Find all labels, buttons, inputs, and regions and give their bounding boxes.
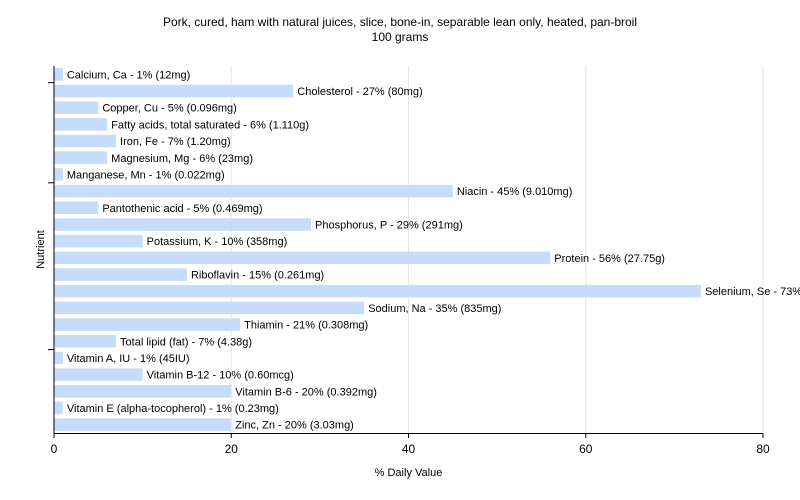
bar xyxy=(54,418,232,431)
bar-label: Protein - 56% (27.75g) xyxy=(554,253,665,265)
bar xyxy=(54,268,187,281)
bar xyxy=(54,84,294,98)
bar xyxy=(54,201,99,215)
bar-label: Potassium, K - 10% (358mg) xyxy=(147,236,288,248)
bar-label: Vitamin B-6 - 20% (0.392mg) xyxy=(235,386,377,398)
x-tick-label: 80 xyxy=(756,442,770,456)
bar xyxy=(54,168,63,181)
x-tick-label: 60 xyxy=(579,442,593,456)
bar-label: Selenium, Se - 73% (51.0mcg) xyxy=(705,286,800,298)
bar xyxy=(54,335,117,348)
bar-label: Zinc, Zn - 20% (3.03mg) xyxy=(235,420,354,432)
bar xyxy=(54,68,63,81)
bar-label: Niacin - 45% (9.010mg) xyxy=(457,186,573,198)
bar-label: Sodium, Na - 35% (835mg) xyxy=(368,303,501,315)
x-axis-title: % Daily Value xyxy=(375,467,443,479)
bar-label: Total lipid (fat) - 7% (4.38g) xyxy=(120,336,252,348)
x-tick-label: 40 xyxy=(402,442,416,456)
bar xyxy=(54,251,551,265)
bar xyxy=(54,151,108,164)
x-tick-label: 0 xyxy=(51,442,58,456)
bar xyxy=(54,134,117,148)
bar xyxy=(54,368,143,381)
bar-label: Vitamin E (alpha-tocopherol) - 1% (0.23m… xyxy=(67,403,279,415)
x-tick-label: 20 xyxy=(225,442,239,456)
bar-label: Calcium, Ca - 1% (12mg) xyxy=(67,69,190,81)
bar-label: Magnesium, Mg - 6% (23mg) xyxy=(111,153,253,165)
bar xyxy=(54,234,143,248)
bar xyxy=(54,301,365,315)
bar-label: Vitamin B-12 - 10% (0.60mcg) xyxy=(147,370,294,382)
chart-title-block: Pork, cured, ham with natural juices, sl… xyxy=(0,15,800,45)
bar xyxy=(54,385,232,398)
bar xyxy=(54,118,108,131)
bar xyxy=(54,318,241,331)
bar xyxy=(54,218,312,231)
chart-title: Pork, cured, ham with natural juices, sl… xyxy=(162,15,638,29)
y-axis-title: Nutrient xyxy=(35,230,47,269)
chart-subtitle: 100 grams xyxy=(371,30,429,44)
bar-label: Manganese, Mn - 1% (0.022mg) xyxy=(67,169,225,181)
bar-label: Iron, Fe - 7% (1.20mg) xyxy=(120,136,231,148)
bar-label: Thiamin - 21% (0.308mg) xyxy=(244,320,368,332)
bar xyxy=(54,284,701,298)
bar xyxy=(54,401,63,415)
bar-label: Vitamin A, IU - 1% (45IU) xyxy=(67,353,190,365)
bar xyxy=(54,184,453,198)
bar-label: Riboflavin - 15% (0.261mg) xyxy=(191,270,324,282)
bar xyxy=(54,351,63,365)
bar-label: Pantothenic acid - 5% (0.469mg) xyxy=(102,203,262,215)
bar-label: Copper, Cu - 5% (0.096mg) xyxy=(102,103,237,115)
bar xyxy=(54,101,99,114)
bar-label: Fatty acids, total saturated - 6% (1.110… xyxy=(111,119,309,131)
bar-label: Cholesterol - 27% (80mg) xyxy=(297,86,422,98)
bar-label: Phosphorus, P - 29% (291mg) xyxy=(315,219,463,231)
